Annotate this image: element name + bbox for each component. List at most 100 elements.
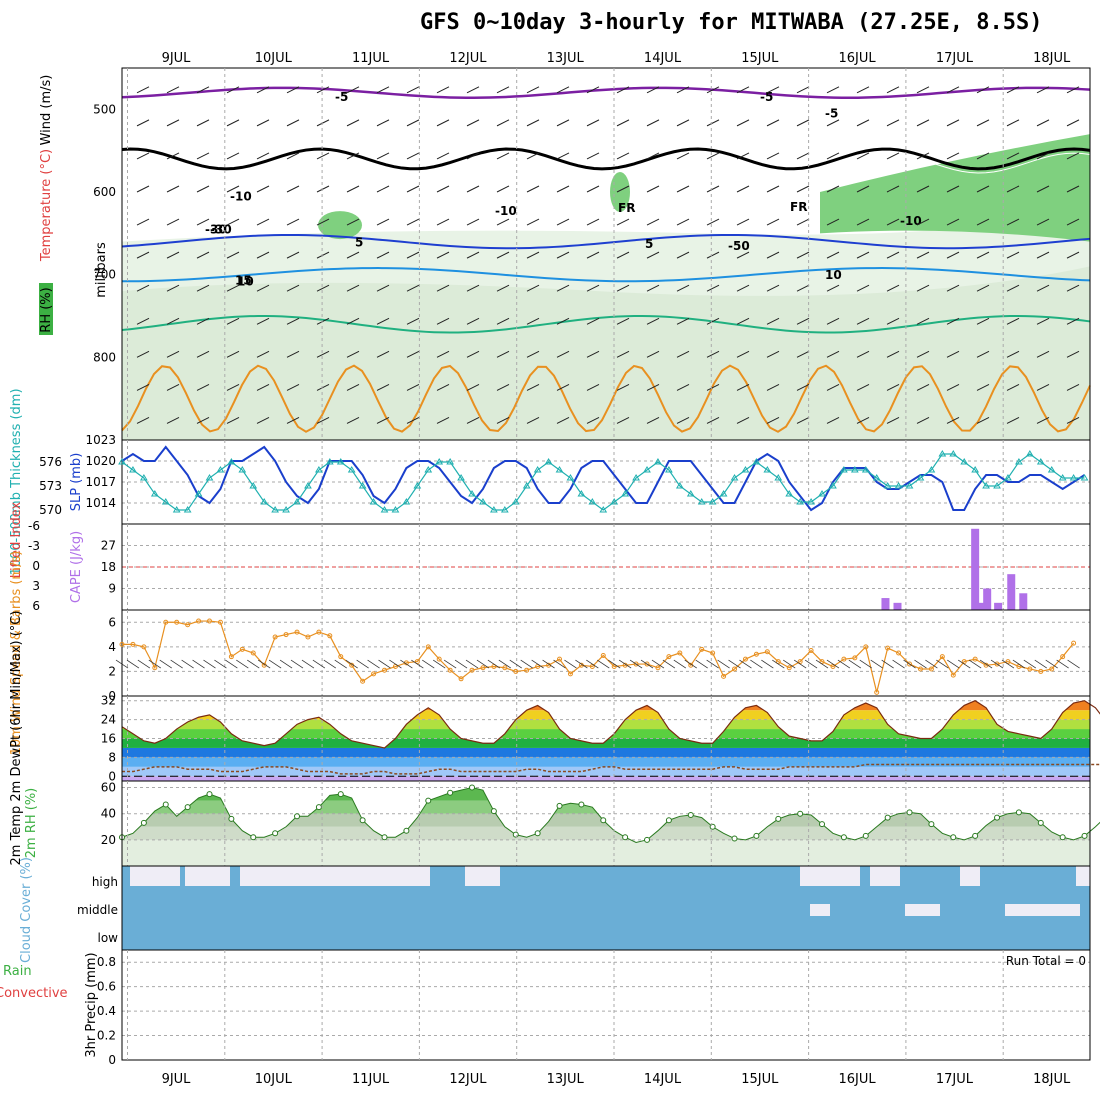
thickness-point [1080, 474, 1089, 481]
precip-left-label2: Convective [0, 986, 68, 1001]
wind-barb-10m [793, 659, 807, 669]
wind-barb [256, 251, 270, 259]
rh-point [140, 819, 147, 826]
wind-barb [346, 218, 360, 226]
wind-ylabel: 10m Wind Speed & Barbs (m/s) [9, 551, 24, 756]
wind-barb [736, 152, 750, 160]
wind-barb [136, 251, 150, 259]
wind-barb-10m [936, 659, 949, 669]
thickness-point [391, 506, 400, 513]
wind-barb [1036, 185, 1050, 193]
wind-barb [466, 417, 480, 424]
wind-barb [166, 317, 180, 325]
thickness-point [533, 466, 542, 473]
thickness-point [129, 466, 137, 473]
wind-barb [1006, 383, 1020, 391]
wind-barb [196, 119, 210, 127]
wind-barb [286, 317, 300, 325]
thickness-point [249, 482, 258, 489]
wind-speed-point [972, 656, 978, 662]
wind-barb [496, 284, 510, 292]
thickness-point [293, 498, 301, 505]
wind-barb [136, 119, 150, 127]
thickness-point [850, 466, 859, 473]
wind-barb-10m [586, 659, 599, 669]
wind-barb [976, 284, 990, 292]
thickness-point [150, 490, 159, 497]
wind-barb [706, 417, 720, 424]
wind-barb [916, 152, 930, 160]
wind-barb [946, 284, 960, 292]
wind-speed-point [633, 661, 639, 667]
wind-barb [616, 251, 630, 259]
wind-barb [316, 86, 330, 94]
wind-barb-10m [684, 659, 697, 669]
thickness-point [960, 458, 969, 465]
wind-barb [316, 383, 330, 391]
wind-speed-point [644, 661, 650, 667]
wind-speed-point [896, 650, 902, 656]
contour-label: 10 [237, 274, 254, 288]
wind-barb [256, 218, 270, 226]
wind-barb [616, 152, 630, 160]
wind-barb [856, 218, 870, 226]
wind-barb [226, 86, 240, 94]
cloud-high-block [465, 866, 500, 886]
wind-barb [766, 152, 780, 160]
wind-barb [826, 317, 840, 325]
wind-barb [196, 417, 210, 424]
wind-barb [466, 185, 480, 193]
contour-label: 15 [235, 274, 252, 288]
wind-barb-10m [761, 659, 774, 669]
wind-barb-10m [422, 659, 435, 669]
wind-barb [736, 251, 750, 259]
wind-barb [1066, 417, 1080, 424]
wind-barb [346, 251, 360, 259]
wind-barb [646, 86, 660, 94]
wind-barb [406, 350, 420, 358]
rh-ytick: 60 [101, 781, 116, 795]
cape-ytick: 18 [101, 560, 116, 574]
rh-point [337, 791, 344, 798]
wind-barb [256, 152, 270, 160]
thickness-point [763, 466, 772, 473]
wind-barb [196, 185, 210, 193]
wind-speed-point [119, 641, 125, 647]
thickness-point [796, 498, 805, 505]
wind-barb [226, 417, 240, 424]
wind-barb-10m [695, 659, 708, 669]
wind-speed-point [928, 666, 934, 672]
upper-ytick: 700 [93, 268, 116, 282]
wind-barb-10m [957, 659, 971, 669]
wind-barb [826, 152, 840, 160]
wind-barb [976, 317, 990, 325]
wind-barb [766, 417, 780, 424]
wind-barb-10m [367, 659, 380, 669]
wind-barb [946, 251, 960, 259]
thickness-point [205, 474, 214, 481]
freezing-level-line [121, 147, 1091, 171]
wind-barb-10m [629, 659, 643, 669]
contour-label: 5 [355, 236, 363, 250]
wind-barb [286, 119, 300, 127]
precip-ytick: 0.6 [97, 980, 116, 994]
wind-barb [1006, 152, 1020, 160]
wind-speed-point [666, 654, 672, 660]
wind-barb [946, 218, 960, 226]
cape-bar [893, 602, 902, 610]
rh-point [294, 813, 301, 820]
wind-barb [376, 251, 390, 259]
wind-barb [646, 185, 660, 193]
wind-barb [406, 417, 420, 424]
wind-barb [796, 86, 810, 94]
wind-barb [706, 317, 720, 325]
wind-barb-10m [903, 659, 916, 669]
thickness-point [938, 450, 947, 457]
rh-point [972, 832, 979, 839]
thickness-point [544, 458, 553, 465]
precip-ytick: 0.4 [97, 1004, 116, 1018]
wind-speed-point [808, 648, 814, 654]
thickness-point [730, 474, 739, 481]
upper-ylabel-temp: Temperature (°C) [39, 149, 54, 262]
